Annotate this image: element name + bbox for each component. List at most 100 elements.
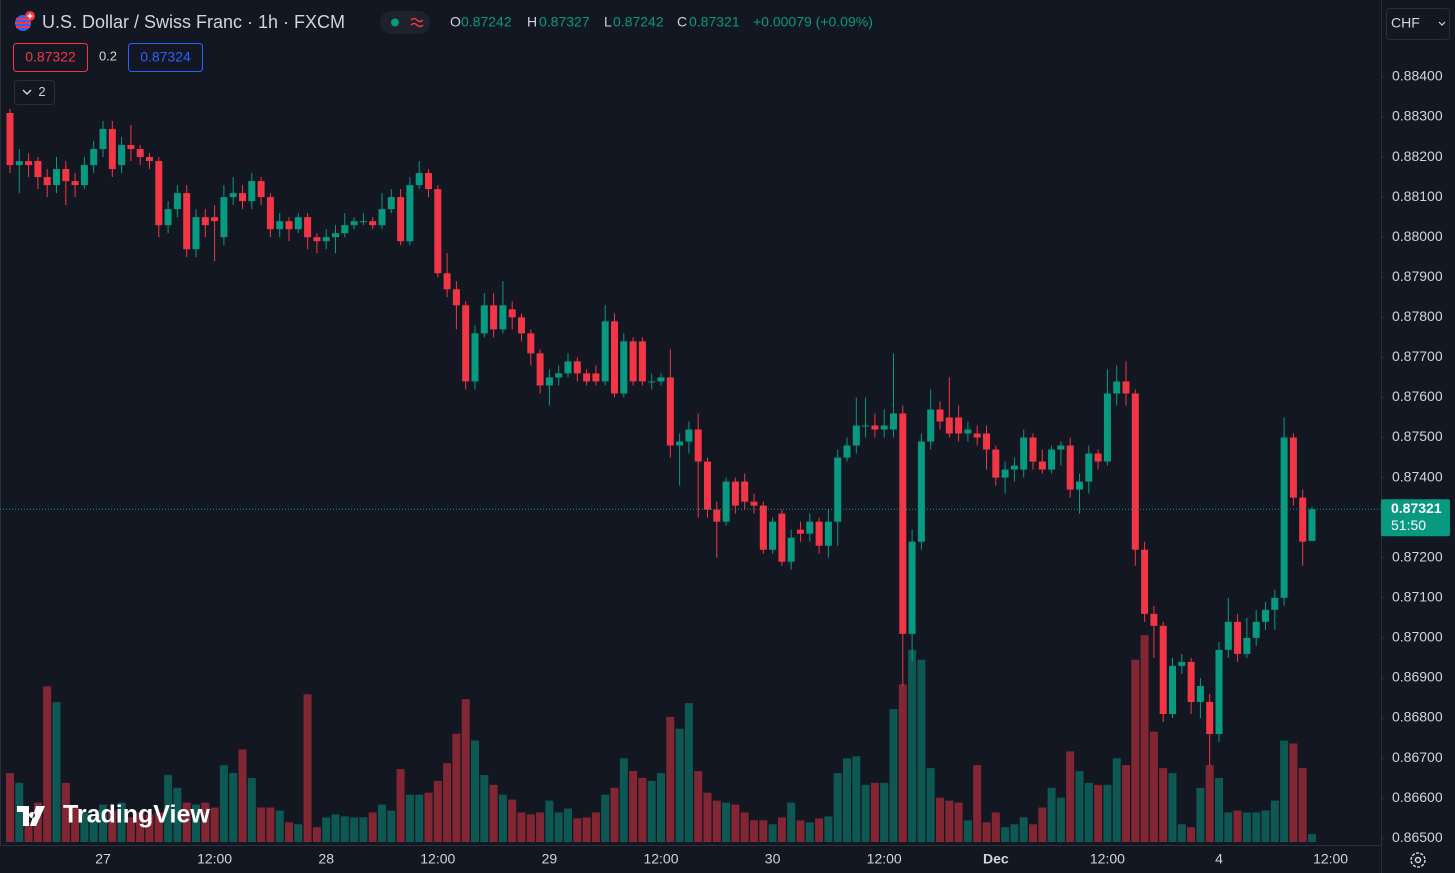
candle-body bbox=[834, 457, 842, 522]
y-tick-label: 0.87400 bbox=[1392, 468, 1443, 484]
candle-body bbox=[387, 197, 395, 210]
volume-bar bbox=[1047, 787, 1056, 842]
volume-bar bbox=[926, 768, 935, 842]
settings-icon[interactable] bbox=[1410, 852, 1426, 868]
candle-body bbox=[1178, 661, 1186, 666]
volume-bar bbox=[666, 716, 675, 842]
candle-body bbox=[769, 521, 777, 550]
y-tick-label: 0.87600 bbox=[1392, 388, 1443, 404]
volume-bar bbox=[52, 702, 61, 842]
candle-body bbox=[332, 233, 339, 238]
volume-bar bbox=[554, 812, 563, 842]
candle-body bbox=[276, 221, 284, 230]
volume-bar bbox=[945, 800, 954, 842]
candle-body bbox=[6, 112, 14, 166]
candle-body bbox=[704, 461, 711, 510]
volume-bar bbox=[1066, 751, 1075, 842]
volume-bar bbox=[898, 684, 907, 842]
ohlc-value: 0.87242 bbox=[461, 14, 512, 30]
symbol-title[interactable]: U.S. Dollar / Swiss Franc · 1h · FXCM bbox=[42, 12, 345, 32]
candle-body bbox=[936, 409, 944, 422]
x-tick-label: 29 bbox=[542, 851, 558, 867]
candle-body bbox=[1066, 445, 1074, 490]
indicators-toggle[interactable]: 2 bbox=[14, 80, 55, 105]
volume-bar bbox=[303, 694, 312, 842]
market-status[interactable] bbox=[380, 11, 430, 34]
volume-bar bbox=[108, 810, 117, 842]
candle-body bbox=[629, 341, 637, 382]
bid-price[interactable]: 0.87322 bbox=[25, 49, 76, 65]
volume-bar bbox=[1205, 765, 1214, 842]
candle-body bbox=[1076, 481, 1083, 490]
candle-body bbox=[1094, 453, 1102, 462]
volume-bar bbox=[340, 816, 349, 842]
volume-bar bbox=[1029, 824, 1037, 842]
volume-bar bbox=[359, 817, 368, 842]
candle-body bbox=[378, 209, 386, 226]
candle-body bbox=[1299, 497, 1307, 542]
candle-body bbox=[443, 273, 451, 290]
volume-bar bbox=[350, 817, 359, 842]
candle-body bbox=[1169, 665, 1176, 714]
candle-body bbox=[1289, 437, 1297, 498]
candle-body bbox=[480, 305, 488, 334]
ohlc-label: O bbox=[450, 14, 461, 30]
bar-countdown: 51:50 bbox=[1391, 517, 1426, 533]
volume-bar bbox=[145, 814, 154, 842]
volume-bar bbox=[201, 802, 210, 842]
candle-body bbox=[880, 425, 888, 430]
volume-bar bbox=[703, 792, 712, 842]
volume-bar bbox=[1196, 787, 1205, 842]
volume-bar bbox=[638, 777, 647, 842]
spread: 0.2 bbox=[99, 48, 117, 63]
candle-body bbox=[462, 305, 470, 382]
x-tick-label: Dec bbox=[983, 851, 1009, 867]
currency[interactable]: CHF bbox=[1391, 15, 1420, 31]
volume-bar bbox=[657, 773, 665, 842]
plot-area bbox=[0, 108, 1381, 842]
candle-body bbox=[369, 221, 377, 226]
ohlc-value: 0.87327 bbox=[539, 14, 590, 30]
candle-body bbox=[824, 521, 832, 546]
volume-bar bbox=[238, 749, 247, 842]
candle-body bbox=[322, 237, 330, 242]
volume-bar bbox=[1233, 810, 1242, 842]
candle-body bbox=[1103, 393, 1111, 462]
candle-body bbox=[1029, 437, 1037, 462]
candle-body bbox=[573, 361, 581, 374]
currency-select[interactable]: CHF bbox=[1386, 8, 1450, 40]
candle-body bbox=[973, 433, 981, 438]
candle-body bbox=[173, 193, 181, 210]
volume-bar bbox=[517, 812, 526, 842]
y-tick-label: 0.87700 bbox=[1392, 348, 1443, 364]
volume-bar bbox=[1215, 777, 1223, 842]
volume-bar bbox=[1280, 740, 1289, 842]
buy-button[interactable]: 0.87324 bbox=[128, 43, 203, 72]
y-tick-label: 0.86700 bbox=[1392, 749, 1443, 765]
candle-body bbox=[1113, 381, 1121, 394]
candle-body bbox=[285, 221, 293, 230]
volume-bar bbox=[154, 812, 163, 842]
candle-body bbox=[815, 521, 823, 546]
volume-bar bbox=[33, 802, 42, 842]
ask-price[interactable]: 0.87324 bbox=[140, 49, 191, 65]
volume-bar bbox=[787, 802, 796, 842]
candle-body bbox=[1308, 509, 1316, 541]
volume-bar bbox=[545, 800, 554, 842]
candle-body bbox=[490, 305, 498, 330]
candle-body bbox=[164, 209, 172, 226]
volume-bar bbox=[536, 812, 545, 842]
ohlc-value: 0.87321 bbox=[689, 14, 740, 30]
candle-body bbox=[1150, 613, 1158, 626]
sell-button[interactable]: 0.87322 bbox=[13, 43, 88, 72]
tradingview-logo: TradingView bbox=[17, 801, 210, 829]
candle-body bbox=[983, 433, 990, 450]
candle-body bbox=[1085, 453, 1093, 482]
indicators-count[interactable]: 2 bbox=[38, 84, 45, 99]
candle-body bbox=[220, 197, 228, 238]
candle-body bbox=[1280, 437, 1288, 598]
volume-bar bbox=[843, 758, 851, 842]
volume-bar bbox=[117, 802, 126, 842]
candle-body bbox=[862, 425, 870, 427]
